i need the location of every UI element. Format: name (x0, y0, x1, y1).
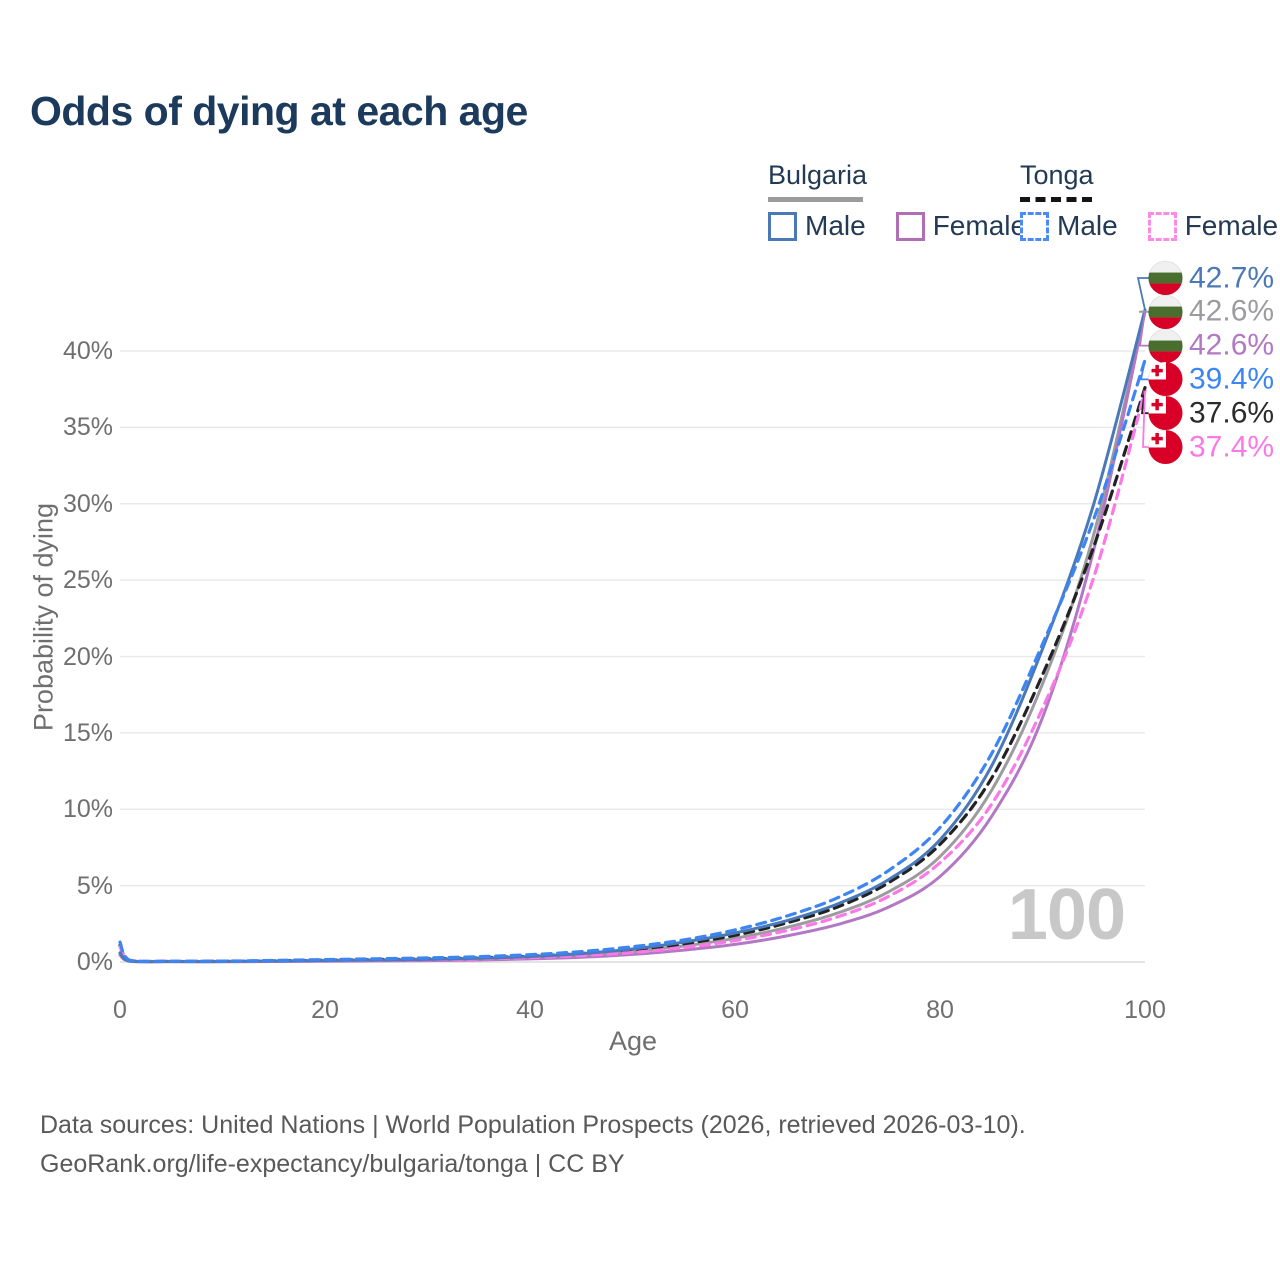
series-line-bulgaria-female[interactable] (118, 309, 1147, 964)
end-label-tonga-male: 39.4% (1148, 362, 1274, 397)
end-label-bulgaria-both: 42.6% (1148, 294, 1275, 330)
y-tick-10%: 10% (62, 795, 113, 824)
series-line-tonga-male[interactable] (118, 358, 1147, 963)
series-line-bulgaria-male[interactable] (118, 308, 1147, 964)
bulgaria-flag-icon (1148, 328, 1183, 363)
end-label-tonga-female: 37.4% (1148, 429, 1275, 465)
bulgaria-male-label[interactable]: Male (805, 210, 866, 241)
bulgaria-male-swatch-icon[interactable] (768, 211, 797, 241)
x-tick-100: 100 (1124, 996, 1166, 1024)
legend-group-tonga: Tonga Male Female (1020, 160, 1278, 242)
end-label-tonga-both: 37.6% (1148, 396, 1274, 431)
x-tick-80: 80 (926, 996, 954, 1024)
tonga-dashed-line-sample (1020, 197, 1092, 202)
leader-line-tonga-male (1139, 360, 1150, 381)
y-tick-35%: 35% (62, 413, 113, 442)
y-tick-30%: 30% (62, 489, 113, 518)
legend-group-bulgaria: Bulgaria Male Female (768, 160, 1026, 242)
tonga-female-label[interactable]: Female (1184, 210, 1279, 241)
tonga-flag-icon (1148, 429, 1183, 465)
y-tick-15%: 15% (62, 718, 113, 747)
end-label-value: 37.6% (1189, 396, 1275, 430)
end-label-bulgaria-female: 42.6% (1148, 328, 1274, 363)
legend-country-tonga[interactable]: Tonga (1020, 160, 1094, 190)
end-label-value: 39.4% (1189, 362, 1275, 396)
end-label-value: 42.7% (1189, 261, 1275, 294)
x-tick-40: 40 (516, 996, 544, 1024)
y-tick-0%: 0% (76, 948, 113, 976)
footer-data-sources: Data sources: United Nations | World Pop… (40, 1111, 1026, 1139)
end-label-value: 37.4% (1189, 430, 1275, 463)
leader-line-bulgaria-both (1138, 310, 1150, 313)
leader-line-tonga-female (1142, 390, 1150, 448)
y-tick-25%: 25% (62, 566, 113, 595)
x-tick-0: 0 (113, 996, 127, 1024)
tonga-male-swatch-icon[interactable] (1020, 211, 1049, 241)
end-label-bulgaria-male: 42.7% (1148, 260, 1275, 296)
series-line-tonga-female[interactable] (118, 389, 1147, 964)
bulgaria-flag-icon (1148, 294, 1183, 330)
bulgaria-solid-line-sample (768, 197, 863, 202)
legend-country-bulgaria[interactable]: Bulgaria (768, 160, 868, 190)
tonga-female-swatch-icon[interactable] (1147, 211, 1177, 241)
leader-line-bulgaria-female (1138, 311, 1150, 347)
bulgaria-female-label[interactable]: Female (932, 210, 1027, 241)
tonga-male-label[interactable]: Male (1057, 210, 1118, 241)
hover-age-watermark: 100 (1007, 875, 1126, 955)
end-label-value: 42.6% (1189, 328, 1275, 362)
y-tick-5%: 5% (76, 871, 113, 900)
x-tick-60: 60 (721, 996, 749, 1024)
end-label-value: 42.6% (1189, 294, 1275, 328)
x-tick-20: 20 (311, 996, 339, 1024)
footer-link[interactable]: GeoRank.org/life-expectancy/bulgaria/ton… (40, 1150, 625, 1178)
series-line-bulgaria-both[interactable] (118, 309, 1147, 964)
page-title: Odds of dying at each age (30, 88, 528, 134)
tonga-flag-icon (1148, 396, 1183, 431)
bulgaria-female-swatch-icon[interactable] (895, 211, 925, 241)
leader-line-bulgaria-male (1136, 277, 1150, 310)
x-axis-title: Age (608, 1026, 658, 1056)
y-axis-title: Probability of dying (28, 502, 59, 732)
bulgaria-flag-icon (1148, 260, 1183, 296)
tonga-flag-icon (1148, 362, 1183, 397)
y-tick-40%: 40% (62, 337, 113, 365)
footer-attribution: Data sources: United Nations | World Pop… (40, 1106, 1026, 1184)
y-tick-20%: 20% (62, 642, 113, 671)
